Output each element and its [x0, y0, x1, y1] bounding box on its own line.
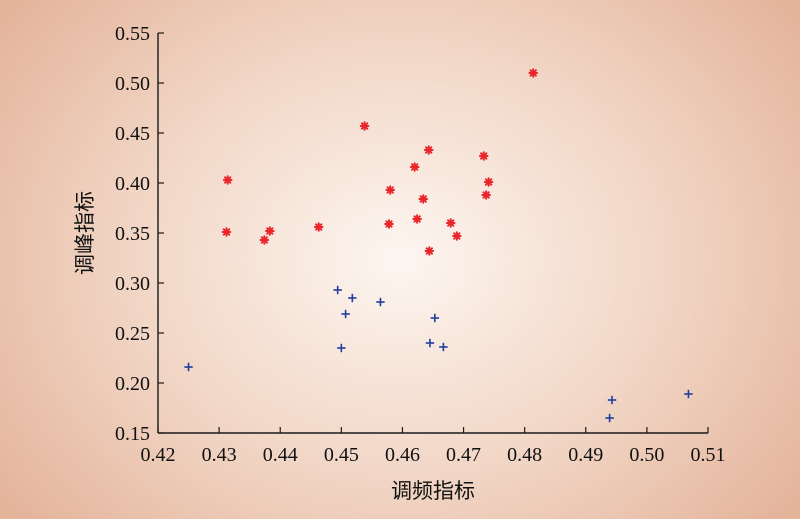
x-tick-label: 0.50	[629, 444, 664, 466]
y-tick-label: 0.40	[115, 173, 150, 195]
y-tick-label: 0.30	[115, 273, 150, 295]
data-point-plus	[607, 395, 617, 405]
x-tick-label: 0.47	[446, 444, 481, 466]
x-tick-label: 0.45	[324, 444, 359, 466]
data-point-asterisk	[424, 246, 435, 256]
y-tick-label: 0.50	[115, 73, 150, 95]
data-point-asterisk	[313, 222, 324, 232]
y-tick-label: 0.20	[115, 373, 150, 395]
x-tick-label: 0.46	[385, 444, 420, 466]
y-tick-label: 0.25	[115, 323, 150, 345]
data-point-asterisk	[222, 175, 233, 185]
x-axis-title: 调频指标	[391, 479, 475, 503]
data-point-plus	[337, 343, 346, 353]
data-point-plus	[184, 362, 193, 372]
y-tick-label: 0.45	[115, 123, 150, 145]
data-point-plus	[348, 293, 357, 303]
axes: 0.42 0.43 0.44 0.45 0.46 0.47 0.48 0.49 0.50 0.51…	[115, 23, 726, 466]
y-tick-label: 0.55	[115, 23, 150, 45]
data-point-plus	[333, 285, 342, 295]
data-point-asterisk	[221, 227, 232, 237]
data-point-asterisk	[385, 185, 396, 195]
y-tick-label: 0.15	[115, 423, 150, 445]
x-tick-label: 0.44	[263, 444, 298, 466]
data-point-asterisk	[412, 214, 422, 224]
data-point-asterisk	[423, 145, 434, 155]
data-point-asterisk	[478, 151, 489, 161]
data-point-asterisk	[409, 162, 420, 172]
data-point-plus	[430, 313, 440, 323]
data-point-plus	[425, 338, 435, 348]
data-point-asterisk	[259, 235, 270, 245]
data-point-plus	[376, 297, 385, 307]
data-point-asterisk	[481, 190, 491, 200]
x-tick-label: 0.51	[691, 444, 726, 466]
data-point-asterisk	[445, 218, 456, 228]
data-point-plus	[439, 342, 448, 352]
data-point-asterisk	[418, 194, 429, 204]
data-point-asterisk	[265, 226, 275, 236]
data-point-plus	[605, 413, 614, 423]
x-tick-label: 0.49	[568, 444, 603, 466]
data-point-plus	[341, 309, 350, 319]
data-point-asterisk	[384, 219, 394, 229]
x-tick-label: 0.42	[141, 444, 176, 466]
x-tick-label: 0.48	[507, 444, 542, 466]
data-points	[184, 68, 693, 423]
x-tick-label: 0.43	[202, 444, 237, 466]
data-point-asterisk	[452, 231, 462, 241]
data-point-asterisk	[528, 68, 539, 78]
data-point-plus	[684, 389, 693, 399]
y-tick-label: 0.35	[115, 223, 150, 245]
y-axis-title: 调峰指标	[73, 191, 97, 275]
data-point-asterisk	[359, 121, 370, 131]
data-point-asterisk	[483, 177, 494, 187]
